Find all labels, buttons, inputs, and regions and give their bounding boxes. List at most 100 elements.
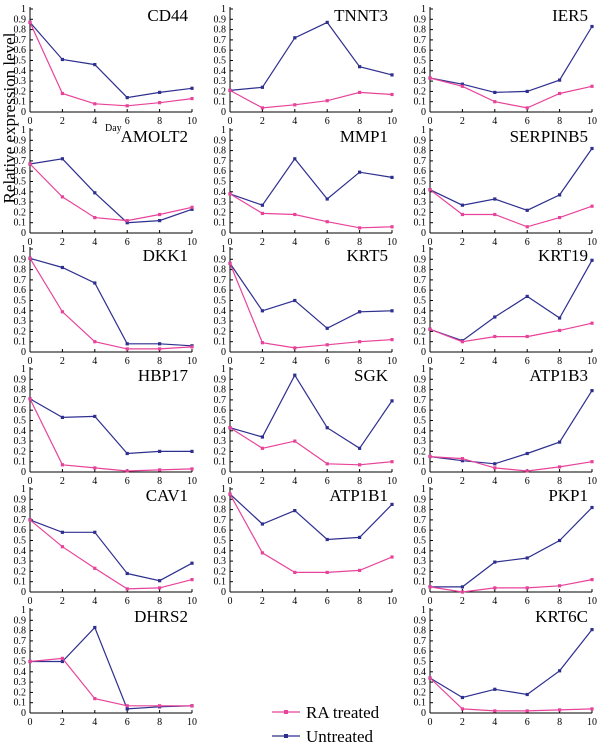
y-tick-label: 0.3 [414, 556, 427, 567]
data-point-untreated [60, 57, 64, 62]
y-tick-label: 0.5 [14, 657, 27, 668]
x-tick-label: 8 [357, 237, 362, 248]
data-point-ra-treated [428, 454, 432, 459]
y-axis-label: Relative expression level [0, 32, 19, 203]
data-point-ra-treated [228, 261, 232, 265]
y-tick-label: 0.6 [414, 166, 427, 177]
data-point-untreated [390, 502, 394, 506]
data-point-ra-treated [60, 91, 64, 96]
x-tick-label: 2 [60, 116, 65, 127]
x-tick-label: 0 [428, 476, 433, 487]
data-point-untreated [460, 82, 464, 86]
y-tick-label: 0.7 [214, 35, 227, 46]
y-tick-label: 0.9 [414, 135, 427, 146]
series-line-ra-treated [229, 263, 393, 349]
x-tick-label: 8 [157, 356, 162, 367]
panel-krt19: 00.10.20.30.40.50.60.70.80.910 2 4 6 8 10KRT1… [414, 244, 598, 367]
y-tick-label: 0.1 [414, 97, 427, 108]
y-tick-label: 0.7 [14, 515, 27, 526]
data-point-ra-treated [28, 518, 32, 522]
data-point-untreated [190, 207, 194, 211]
series-line-ra-treated [29, 257, 193, 350]
data-point-untreated [190, 561, 194, 565]
data-point-ra-treated [28, 659, 32, 664]
series-line-untreated [30, 626, 193, 710]
data-point-untreated [493, 687, 497, 691]
y-tick-label: 0.3 [214, 556, 227, 567]
x-tick-label: 0 [228, 116, 233, 127]
y-tick-label: 0.5 [414, 657, 427, 668]
y-tick-label: 0.7 [414, 515, 427, 526]
data-point-untreated [358, 65, 362, 69]
y-tick-label: 0.3 [414, 197, 427, 208]
y-tick-label: 0.3 [414, 436, 427, 447]
data-point-ra-treated [358, 568, 362, 572]
y-tick-label: 0.9 [414, 374, 427, 385]
data-point-untreated [60, 265, 64, 270]
data-point-untreated [493, 197, 497, 201]
panel-title: IER5 [552, 6, 588, 25]
x-tick-label: 10 [587, 237, 597, 248]
data-point-ra-treated [428, 585, 432, 589]
x-tick-label: 8 [157, 596, 162, 607]
y-tick-label: 1 [221, 4, 226, 15]
data-point-ra-treated [460, 212, 464, 217]
data-point-untreated [293, 157, 297, 161]
data-point-ra-treated [525, 709, 529, 713]
data-point-untreated [125, 96, 129, 100]
x-tick-label: 2 [60, 476, 65, 487]
y-tick-label: 0.4 [14, 426, 27, 437]
y-tick-label: 0 [221, 347, 226, 358]
y-tick-label: 0.9 [214, 374, 227, 385]
panel-title: DKK1 [143, 246, 188, 265]
data-point-untreated [125, 342, 129, 346]
data-point-untreated [93, 625, 97, 630]
data-point-ra-treated [428, 188, 432, 192]
data-point-ra-treated [190, 467, 194, 471]
y-tick-label: 0.4 [214, 306, 227, 317]
x-tick-label: 2 [460, 596, 465, 607]
data-point-ra-treated [28, 20, 32, 24]
x-tick-label: 4 [92, 596, 97, 607]
x-tick-label: 6 [325, 116, 330, 127]
data-point-untreated [93, 414, 97, 418]
data-point-untreated [325, 20, 329, 24]
data-point-untreated [358, 170, 362, 174]
y-tick-label: 0.2 [414, 687, 427, 698]
y-tick-label: 0.8 [214, 25, 227, 36]
x-tick-label: 6 [525, 476, 530, 487]
y-tick-label: 0 [21, 587, 26, 598]
y-tick-label: 0.5 [14, 177, 27, 188]
y-tick-label: 0.7 [14, 395, 27, 406]
data-point-ra-treated [293, 212, 297, 217]
y-tick-label: 1 [421, 605, 426, 616]
y-tick-label: 0.1 [14, 337, 27, 348]
y-tick-label: 0.2 [214, 446, 227, 457]
data-point-ra-treated [493, 212, 497, 217]
x-tick-label: 4 [292, 356, 297, 367]
y-tick-label: 0.9 [214, 494, 227, 505]
y-tick-label: 0.6 [414, 285, 427, 296]
y-tick-label: 0.9 [214, 14, 227, 25]
data-point-untreated [260, 309, 264, 313]
x-tick-label: 6 [325, 596, 330, 607]
y-tick-label: 0.2 [414, 566, 427, 577]
panel-atp1b3: 00.10.20.30.40.50.60.70.80.910 2 4 6 8 10ATP1… [414, 364, 598, 487]
x-tick-label: 6 [125, 717, 130, 728]
y-tick-label: 0.2 [214, 326, 227, 337]
data-point-untreated [460, 459, 464, 463]
y-tick-label: 1 [421, 4, 426, 15]
y-tick-label: 0 [21, 708, 26, 719]
data-point-untreated [60, 530, 64, 534]
y-tick-label: 0.5 [214, 296, 227, 307]
data-point-ra-treated [358, 226, 362, 230]
panel-grid: 00.10.20.30.40.50.60.70.80.910 2 4 6 8 10CD44… [14, 4, 598, 728]
data-point-untreated [558, 538, 562, 543]
data-point-untreated [390, 175, 394, 179]
y-tick-label: 1 [421, 244, 426, 255]
data-point-ra-treated [460, 590, 464, 594]
x-tick-label: 2 [460, 116, 465, 127]
series-line-ra-treated [229, 427, 393, 466]
